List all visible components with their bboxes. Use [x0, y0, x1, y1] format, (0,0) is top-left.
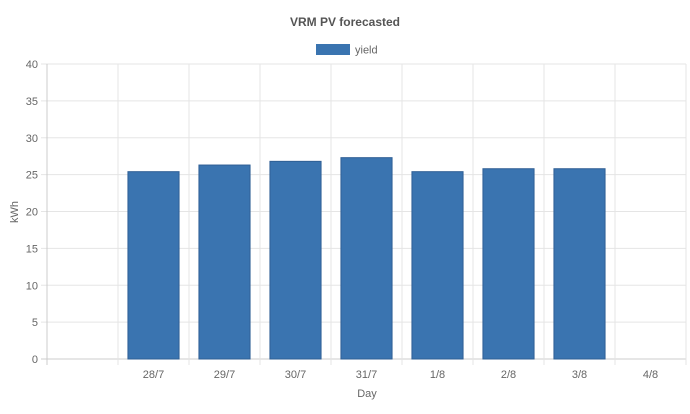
- x-tick-label: 3/8: [572, 369, 587, 381]
- legend[interactable]: yield: [316, 44, 378, 57]
- x-tick-label: 30/7: [285, 369, 306, 381]
- bars: [127, 157, 606, 360]
- legend-label-yield: yield: [355, 45, 378, 57]
- y-axis-label: kWh: [9, 201, 21, 223]
- y-tick-label: 15: [26, 243, 38, 255]
- x-axis-ticks: 28/7 29/7 30/7 31/7 1/8 2/8 3/8 4/8: [143, 369, 658, 381]
- chart-title: VRM PV forecasted: [290, 15, 400, 29]
- bar-yield[interactable]: [340, 157, 393, 360]
- y-tick-label: 25: [26, 170, 38, 182]
- x-tick-label: 4/8: [643, 369, 658, 381]
- bar-yield[interactable]: [553, 168, 606, 360]
- x-tick-label: 2/8: [501, 369, 516, 381]
- y-tick-label: 0: [32, 354, 38, 366]
- x-tick-label: 29/7: [214, 369, 235, 381]
- bar-yield[interactable]: [411, 171, 464, 360]
- bar-yield[interactable]: [269, 160, 322, 360]
- bar-yield[interactable]: [198, 164, 251, 360]
- y-tick-label: 10: [26, 280, 38, 292]
- x-axis-label: Day: [357, 388, 377, 400]
- legend-swatch-yield: [316, 44, 350, 55]
- x-tick-label: 28/7: [143, 369, 164, 381]
- y-tick-label: 40: [26, 59, 38, 71]
- y-tick-label: 5: [32, 317, 38, 329]
- y-tick-label: 30: [26, 133, 38, 145]
- y-tick-label: 20: [26, 207, 38, 219]
- y-axis-ticks: 0 5 10 15 20 25 30 35 40: [26, 59, 38, 366]
- x-tick-label: 1/8: [430, 369, 445, 381]
- y-tick-label: 35: [26, 96, 38, 108]
- bar-yield[interactable]: [127, 171, 180, 360]
- bar-yield[interactable]: [482, 168, 535, 360]
- x-tick-label: 31/7: [356, 369, 377, 381]
